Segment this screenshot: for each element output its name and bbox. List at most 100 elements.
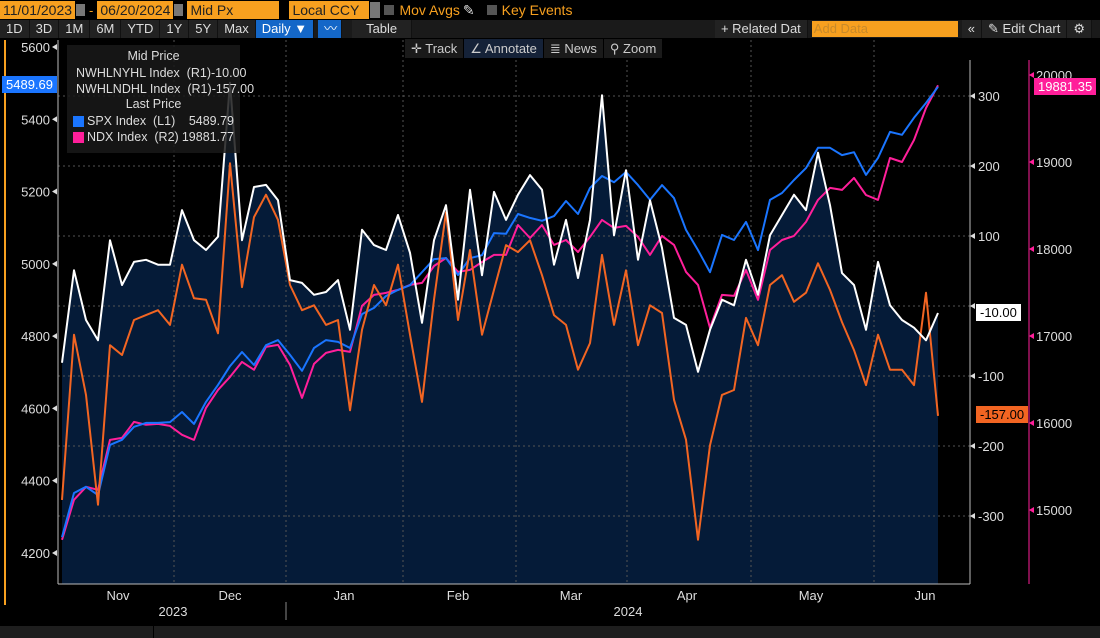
add-data-input[interactable]: Add Data	[811, 21, 958, 37]
range-3d[interactable]: 3D	[29, 20, 60, 38]
tick-mark	[970, 373, 975, 379]
series-line-nwhlndhl-index	[61, 162, 939, 541]
tick-mark	[52, 260, 57, 267]
area-fill	[62, 82, 938, 584]
r1-tick-label: 200	[978, 159, 1000, 174]
tick-mark	[970, 443, 975, 449]
range-ytd[interactable]: YTD	[121, 20, 161, 38]
table-button[interactable]: Table	[352, 20, 413, 38]
r1-tick-label: -100	[978, 369, 1004, 384]
tick-mark	[970, 93, 975, 99]
top-toolbar: 11/01/2023 - 06/20/2024 Mid Px Local CCY…	[0, 0, 572, 20]
swatch-icon	[73, 131, 84, 143]
range-1d[interactable]: 1D	[0, 20, 30, 38]
zoom-button[interactable]: ⚲ Zoom	[603, 39, 664, 58]
tick-mark	[970, 233, 975, 239]
checkbox-icon[interactable]	[486, 5, 497, 15]
range-5y[interactable]: 5Y	[189, 20, 219, 38]
currency-select[interactable]: Local CCY	[289, 1, 370, 19]
legend-item[interactable]: NDX Index (R2) 19881.77	[73, 129, 234, 145]
mov-avgs-toggle[interactable]: Mov Avgs ✎	[384, 1, 475, 19]
range-1y[interactable]: 1Y	[160, 20, 190, 38]
pencil-icon[interactable]: ✎	[462, 1, 475, 18]
frequency-dropdown[interactable]: Daily ▼	[255, 20, 315, 38]
r2-tick-label: 19000	[1036, 155, 1072, 170]
status-bar	[0, 626, 1100, 638]
year-label: 2023	[159, 604, 188, 619]
tick-mark	[52, 333, 57, 340]
legend-heading-last: Last Price	[125, 97, 182, 111]
key-events-toggle[interactable]: Key Events	[486, 2, 573, 18]
key-events-label: Key Events	[501, 2, 573, 18]
gear-icon[interactable]: ⚙	[1067, 20, 1092, 38]
tick-mark	[52, 188, 57, 195]
range-6m[interactable]: 6M	[90, 20, 122, 38]
r2-tick-label: 15000	[1036, 503, 1072, 518]
price-type-select[interactable]: Mid Px	[187, 1, 280, 19]
r1-tick-label: 300	[978, 89, 1000, 104]
l1-tick-label: 5200	[21, 185, 50, 200]
legend-item[interactable]: NWHLNYHL Index (R1) -10.00	[73, 65, 246, 81]
range-1m[interactable]: 1M	[59, 20, 91, 38]
tick-mark	[1029, 420, 1034, 426]
calendar-icon[interactable]	[76, 4, 86, 16]
legend-label: NWHLNDHL Index (R1)	[76, 82, 212, 96]
legend-value: -157.00	[211, 82, 255, 96]
legend-item[interactable]: SPX Index (L1) 5489.79	[73, 113, 234, 129]
year-label: 2024	[614, 604, 643, 619]
tick-mark	[970, 163, 975, 169]
annotate-button[interactable]: ∠ Annotate	[464, 39, 544, 58]
r1-tick-label: 100	[978, 229, 1000, 244]
spx-last-label: 5489.69	[2, 76, 57, 93]
chart-tools: ✛ Track ∠ Annotate ≣ News ⚲ Zoom	[405, 39, 664, 58]
series-line-spx-index	[61, 86, 939, 538]
series-line-nwhlnyhl-index	[61, 81, 939, 373]
mov-avgs-label: Mov Avgs	[399, 2, 460, 18]
legend-item[interactable]: NWHLNDHL Index (R1) -157.00	[73, 81, 254, 97]
collapse-button[interactable]: «	[961, 20, 983, 38]
calendar-icon[interactable]	[174, 4, 184, 16]
checkbox-icon[interactable]	[384, 5, 395, 15]
x-tick-label: Jan	[334, 588, 355, 603]
track-button[interactable]: ✛ Track	[405, 39, 465, 58]
chevron-down-icon[interactable]	[370, 2, 381, 18]
tick-mark	[52, 549, 57, 556]
x-tick-label: Nov	[106, 588, 130, 603]
ndx-last-label: 19881.35	[1034, 78, 1097, 95]
r1-tick-label: -200	[978, 439, 1004, 454]
nyhl-last-label: -10.00	[976, 304, 1021, 321]
swatch-icon	[73, 115, 84, 127]
tick-mark	[1029, 246, 1034, 252]
tick-mark	[1029, 507, 1034, 513]
r1-tick-label: -300	[978, 509, 1004, 524]
x-tick-label: Apr	[677, 588, 698, 603]
legend-label: SPX Index (L1)	[87, 114, 176, 128]
line-chart-icon[interactable]: 〰	[318, 20, 343, 38]
end-date-input[interactable]: 06/20/2024	[97, 1, 174, 19]
tick-mark	[970, 303, 975, 309]
range-max[interactable]: Max	[218, 20, 256, 38]
l1-tick-label: 4200	[21, 546, 50, 561]
start-date-input[interactable]: 11/01/2023	[0, 1, 76, 19]
range-toolbar: 1D 3D 1M 6M YTD 1Y 5Y Max Daily ▼ 〰 Tabl…	[0, 20, 1100, 38]
tick-mark	[52, 116, 57, 123]
edit-chart-button[interactable]: ✎ Edit Chart	[982, 20, 1068, 38]
l1-tick-label: 4400	[21, 474, 50, 489]
legend-label: NWHLNYHL Index (R1)	[76, 66, 211, 80]
r2-tick-label: 18000	[1036, 242, 1072, 257]
legend-value: 19881.77	[181, 130, 234, 144]
news-button[interactable]: ≣ News	[543, 39, 604, 58]
tick-mark	[52, 44, 57, 50]
tick-mark	[1029, 333, 1034, 339]
x-tick-label: Jun	[915, 588, 936, 603]
x-tick-label: Mar	[560, 588, 583, 603]
l1-tick-label: 5600	[21, 40, 50, 55]
tick-mark	[1029, 159, 1034, 165]
r2-tick-label: 17000	[1036, 329, 1072, 344]
related-data-button[interactable]: + Related Dat	[714, 20, 808, 38]
x-tick-label: May	[799, 588, 824, 603]
x-tick-label: Feb	[447, 588, 469, 603]
l1-tick-label: 4800	[21, 329, 50, 344]
legend-value: -10.00	[211, 66, 247, 80]
